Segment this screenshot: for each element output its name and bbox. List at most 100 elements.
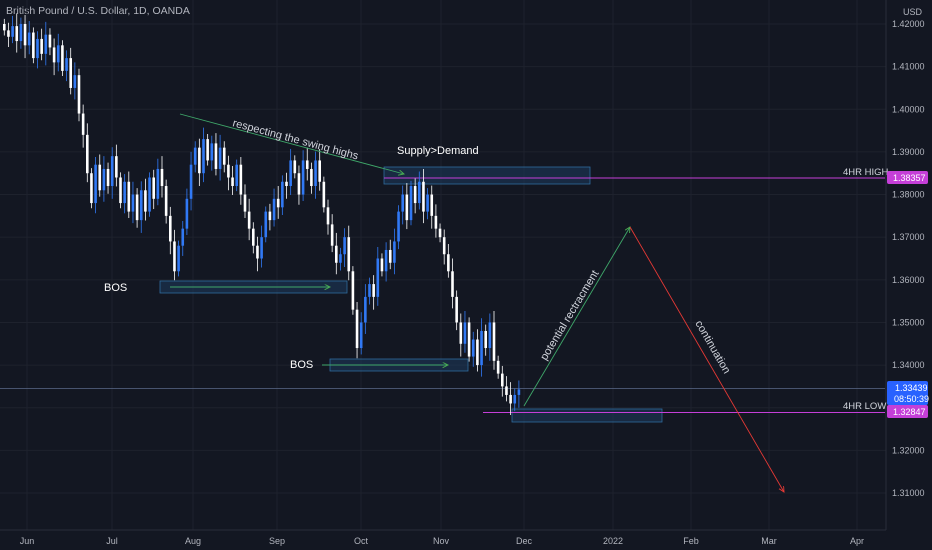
candle-body [372, 284, 375, 297]
time-tick-label: Jun [20, 536, 35, 546]
price-tick-label: 1.42000 [892, 19, 925, 29]
demand-zone [511, 408, 663, 423]
candle-body [293, 160, 297, 174]
candle-body [368, 284, 371, 297]
candle-body [405, 194, 409, 221]
swing-highs-arrow [179, 113, 404, 174]
hr4-high-label: 4HR HIGH [843, 167, 889, 178]
candle-body [210, 143, 214, 161]
candle-body [388, 249, 392, 263]
candle-body [11, 26, 14, 37]
candle-body [418, 181, 421, 204]
candle-body [69, 58, 72, 88]
hr4-high-value: 1.38357 [893, 173, 926, 183]
candle-body [496, 360, 500, 374]
candle-body [517, 389, 521, 395]
time-tick-label: Apr [850, 536, 864, 546]
candles [3, 13, 521, 415]
candle-body [169, 215, 172, 242]
candle-body [322, 181, 326, 208]
candle-body [438, 228, 442, 238]
price-axis-ticks[interactable]: 1.42000 1.41000 1.40000 1.39000 1.38000 1.370… [892, 19, 925, 498]
candle-body [90, 173, 93, 204]
time-tick-label: Aug [185, 536, 201, 546]
candle-body [343, 237, 346, 255]
candle-body [173, 241, 176, 272]
candle-body [135, 194, 139, 221]
price-tick-label: 1.34000 [892, 360, 925, 370]
candle-body [492, 322, 496, 361]
candle-body [94, 164, 97, 204]
candle-body [3, 24, 6, 31]
time-tick-label: Oct [354, 536, 369, 546]
candle-body [397, 211, 400, 242]
candle-body [264, 211, 268, 238]
candle-body [505, 386, 508, 395]
candle-body [310, 168, 313, 187]
candle-body [289, 160, 292, 187]
continuation-arrow [629, 226, 784, 492]
candle-body [276, 198, 280, 208]
candle-body [110, 156, 114, 187]
candle-body [214, 143, 218, 169]
candle-body [56, 45, 60, 63]
current-price-tag [887, 381, 928, 405]
price-axis-bg [886, 0, 932, 530]
bos-text-2: BOS [290, 359, 313, 371]
time-axis-ticks[interactable]: Jun Jul Aug Sep Oct Nov Dec 2022 Feb Mar Apr [20, 536, 864, 546]
candle-body [401, 194, 404, 212]
candle-body [106, 168, 110, 187]
candle-body [202, 139, 205, 174]
candle-body [351, 271, 355, 310]
price-tick-label: 1.32000 [892, 445, 925, 455]
candle-body [123, 181, 126, 204]
candle-body [181, 228, 185, 246]
currency-label: USD [903, 7, 923, 17]
candle-body [98, 164, 102, 191]
countdown: 08:50:39 [894, 394, 929, 404]
continuation-text: continuation [692, 319, 732, 376]
candle-body [222, 147, 226, 165]
candle-body [23, 24, 27, 46]
candle-body [247, 211, 251, 229]
candle-body [86, 134, 89, 174]
candle-body [422, 181, 425, 212]
candle-body [451, 271, 454, 297]
candle-body [115, 156, 118, 178]
candle-body [268, 211, 272, 221]
candle-body [48, 34, 52, 48]
supply-demand-text: Supply>Demand [397, 145, 479, 157]
candle-body [426, 194, 429, 212]
price-tick-label: 1.37000 [892, 232, 925, 242]
candle-body [36, 38, 39, 59]
candle-body [476, 339, 479, 366]
hr4-low-tag [887, 405, 928, 418]
candle-body [305, 160, 309, 169]
time-axis-bg [0, 530, 932, 550]
candle-body [218, 147, 222, 169]
candle-body [484, 330, 487, 349]
candle-body [501, 373, 504, 387]
candle-body [393, 241, 396, 263]
candle-body [272, 198, 276, 221]
candle-body [231, 177, 234, 187]
hr4-low-value: 1.32847 [893, 407, 926, 417]
candle-body [376, 258, 380, 297]
price-tick-label: 1.41000 [892, 62, 925, 72]
candle-body [185, 198, 189, 229]
current-price-value: 1.33439 [895, 383, 928, 393]
time-tick-label: 2022 [603, 536, 623, 546]
candle-body [189, 164, 193, 199]
candle-body [463, 322, 467, 344]
candle-body [488, 322, 492, 349]
candle-body [285, 181, 288, 187]
candle-body [239, 164, 243, 195]
candle-body [32, 32, 35, 59]
candle-body [206, 139, 209, 161]
bos-text-1: BOS [104, 282, 127, 294]
candle-body [384, 249, 388, 272]
candle-body [119, 177, 122, 204]
candle-body [127, 181, 131, 212]
chart-title: British Pound / U.S. Dollar, 1D, OANDA [6, 5, 190, 17]
